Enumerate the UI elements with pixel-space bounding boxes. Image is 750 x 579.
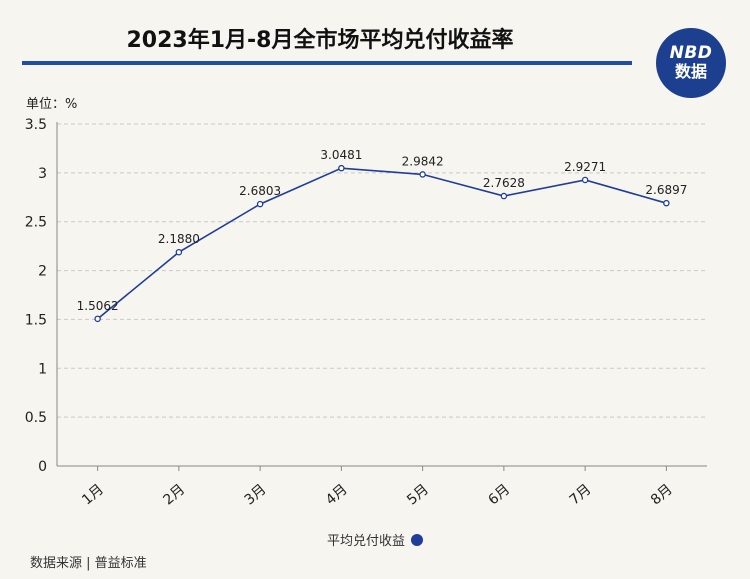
nbd-logo: NBD 数据 <box>656 28 726 98</box>
data-point <box>338 164 345 172</box>
y-axis: 0 0.5 1 1.5 2 2.5 3 3.5 <box>25 117 58 475</box>
data-label: 3.0481 <box>320 148 362 162</box>
data-point <box>419 171 426 178</box>
data-label: 1.5062 <box>77 299 119 313</box>
series-line <box>97 167 667 320</box>
logo-text-top: NBD <box>669 43 713 63</box>
data-label: 2.9271 <box>564 160 606 174</box>
legend: 平均兑付收益 <box>0 530 750 549</box>
y-tick-label: 2 <box>38 264 47 280</box>
legend-dot-icon <box>411 533 423 546</box>
source-note: 数据来源 | 普益标准 <box>30 556 147 571</box>
data-point <box>663 199 670 207</box>
y-tick-label: 0.5 <box>25 410 47 426</box>
gridlines <box>57 123 707 418</box>
data-label: 2.7628 <box>483 176 525 190</box>
data-point <box>581 176 589 184</box>
x-tick-label: 8月 <box>648 481 676 508</box>
x-axis: 1月 2月 3月 4月 5月 6月 7月 8月 <box>57 465 707 508</box>
x-tick-label: 1月 <box>79 481 107 508</box>
title-underline <box>22 61 632 65</box>
series-group: 1.5062 2.1880 2.6803 3.0481 2.9842 2.7628 2.92… <box>77 148 687 323</box>
data-label: 2.6803 <box>239 184 281 198</box>
unit-label: 单位：% <box>26 97 78 112</box>
y-tick-label: 3.5 <box>25 117 47 133</box>
x-tick-label: 2月 <box>160 481 188 508</box>
y-tick-label: 2.5 <box>25 215 47 231</box>
x-tick-label: 5月 <box>404 481 432 508</box>
y-tick-label: 3 <box>38 166 47 182</box>
x-tick-label: 3月 <box>242 481 270 508</box>
data-point <box>94 315 101 323</box>
data-point <box>175 248 183 256</box>
data-label: 2.9842 <box>402 154 444 168</box>
y-tick-label: 1 <box>38 361 47 377</box>
x-tick-label: 7月 <box>567 481 595 508</box>
data-point <box>500 192 508 200</box>
y-tick-label: 1.5 <box>25 312 47 328</box>
x-tick-label: 4月 <box>323 481 351 508</box>
logo-text-bottom: 数据 <box>674 62 707 81</box>
x-tick-label: 6月 <box>485 481 513 508</box>
data-point <box>256 200 264 208</box>
data-label: 2.1880 <box>158 232 200 246</box>
data-label: 2.6897 <box>645 183 687 197</box>
y-tick-label: 0 <box>38 459 47 475</box>
legend-label: 平均兑付收益 <box>326 534 405 549</box>
chart-title: 2023年1月-8月全市场平均兑付收益率 <box>126 28 514 53</box>
